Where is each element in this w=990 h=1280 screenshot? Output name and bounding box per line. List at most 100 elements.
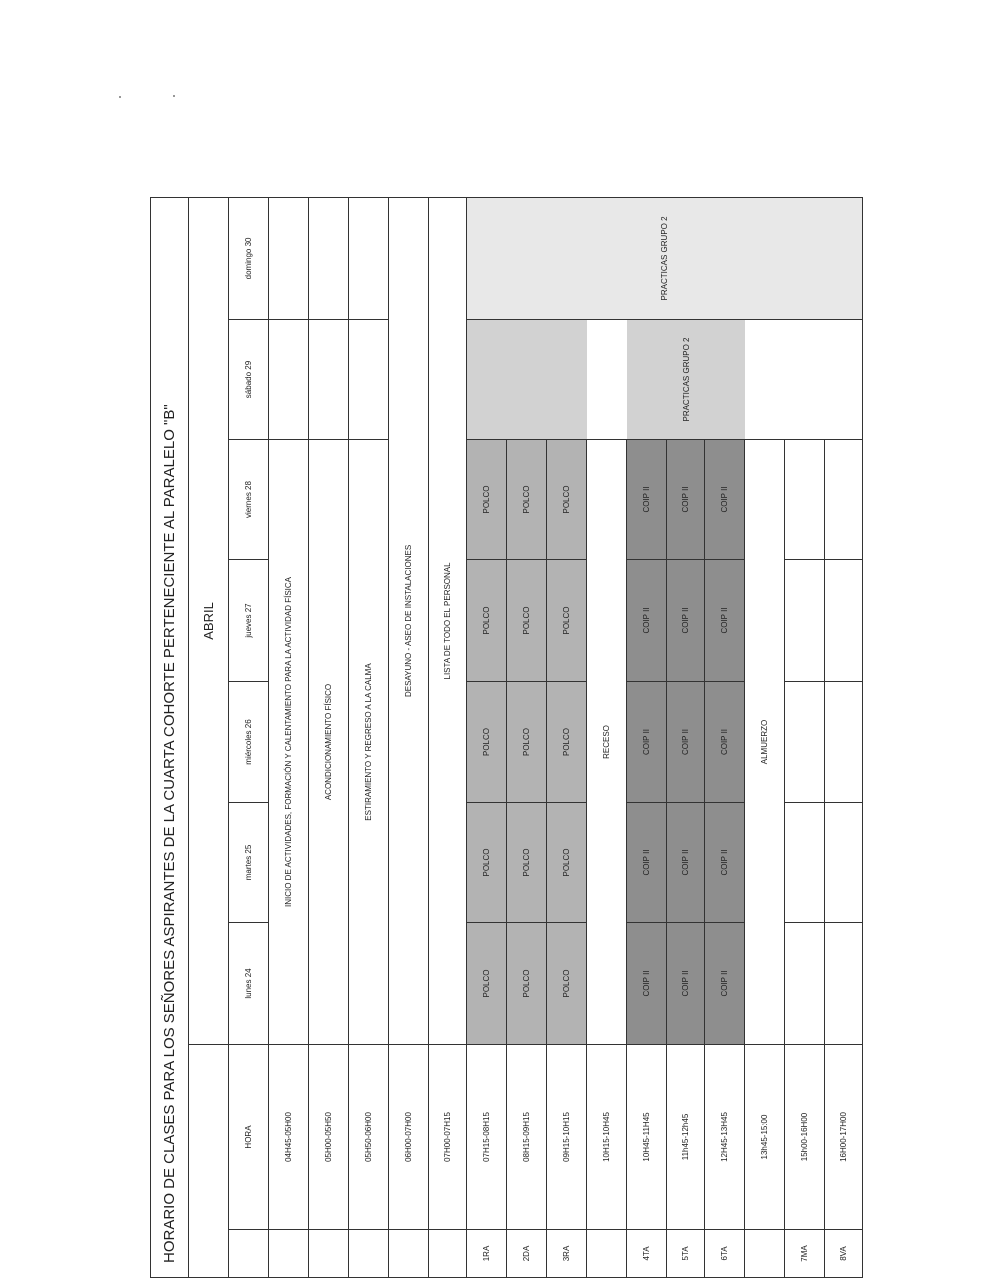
subject-cell: COIP II xyxy=(626,922,667,1045)
month-header: ABRIL xyxy=(188,197,229,1045)
subject-cell: COIP II xyxy=(666,922,705,1045)
blank-cell xyxy=(348,319,389,440)
subject-cell: POLCO xyxy=(466,559,507,682)
period-cell: 7MA xyxy=(784,1229,825,1278)
time-cell: 10H45-11H45 xyxy=(626,1044,667,1230)
period-cell: 2DA xyxy=(506,1229,547,1278)
period-cell: 5TA xyxy=(666,1229,705,1278)
period-cell: 1RA xyxy=(466,1229,507,1278)
time-cell: 05H00-05H50 xyxy=(308,1044,349,1230)
activity-cell: RECESO xyxy=(586,439,627,1045)
blank-cell xyxy=(308,197,349,320)
subject-cell: COIP II xyxy=(704,559,745,682)
time-cell: 07H00-07H15 xyxy=(428,1044,467,1230)
period-cell: 6TA xyxy=(704,1229,745,1278)
time-cell: 10H15-10H45 xyxy=(586,1044,627,1230)
subject-cell: COIP II xyxy=(626,802,667,923)
day-header: lunes 24 xyxy=(228,922,269,1045)
activity-cell: ESTIRAMIENTO Y REGRESO A LA CALMA xyxy=(348,439,389,1045)
subject-cell: COIP II xyxy=(666,559,705,682)
day-header: jueves 27 xyxy=(228,559,269,682)
subject-cell: POLCO xyxy=(546,802,587,923)
time-cell: 16H00-17H00 xyxy=(824,1044,863,1230)
document-title: HORARIO DE CLASES PARA LOS SEÑORES ASPIR… xyxy=(150,197,189,1278)
subject-cell: POLCO xyxy=(466,681,507,803)
blank-cell xyxy=(784,439,825,560)
time-cell: 15h00-16H00 xyxy=(784,1044,825,1230)
table-row: 1RA 07H15-08H15 POLCO POLCO POLCO POLCO POLCO P… xyxy=(466,197,863,1278)
time-cell: 07H15-08H15 xyxy=(466,1044,507,1230)
subject-cell: POLCO xyxy=(546,559,587,682)
blank-cell xyxy=(824,681,863,803)
subject-cell: POLCO xyxy=(546,439,587,560)
subject-cell: COIP II xyxy=(626,439,667,560)
shade-band: PRACTICAS GRUPO 2 xyxy=(627,320,745,439)
period-cell xyxy=(348,1229,389,1278)
blank-cell xyxy=(784,681,825,803)
subject-cell: COIP II xyxy=(704,681,745,803)
day-header: miércoles 26 xyxy=(228,681,269,803)
shade-band xyxy=(467,320,587,439)
blank-cell xyxy=(268,319,309,440)
subject-cell: COIP II xyxy=(704,922,745,1045)
time-cell: 09H15-10H15 xyxy=(546,1044,587,1230)
blank-cell xyxy=(308,319,349,440)
subject-cell: POLCO xyxy=(546,681,587,803)
table-row: 05H00-05H50 ACONDICIONAMIENTO FÍSICO xyxy=(308,197,349,1278)
day-header: viernes 28 xyxy=(228,439,269,560)
subject-cell: COIP II xyxy=(704,439,745,560)
period-cell xyxy=(308,1229,349,1278)
blank-cell xyxy=(268,197,309,320)
activity-cell: LISTA DE TODO EL PERSONAL xyxy=(428,197,467,1045)
period-cell: 4TA xyxy=(626,1229,667,1278)
blank-cell xyxy=(824,802,863,923)
blank-cell xyxy=(188,1044,229,1278)
practice-label: PRACTICAS GRUPO 2 xyxy=(681,337,691,422)
subject-cell: POLCO xyxy=(506,559,547,682)
subject-cell: POLCO xyxy=(506,681,547,803)
sunday-block: PRACTICAS GRUPO 2 xyxy=(466,197,863,320)
table-row: 06H00-07H00 DESAYUNO - ASEO DE INSTALACIO… xyxy=(388,197,429,1278)
time-cell: 05H50-06H00 xyxy=(348,1044,389,1230)
period-cell xyxy=(388,1229,429,1278)
activity-cell: INICIO DE ACTIVIDADES, FORMACIÓN Y CALEN… xyxy=(268,439,309,1045)
period-cell xyxy=(428,1229,467,1278)
period-cell xyxy=(268,1229,309,1278)
subject-cell: COIP II xyxy=(626,559,667,682)
day-header: domingo 30 xyxy=(228,197,269,320)
table-row: 04H45-05H00 INICIO DE ACTIVIDADES, FORMAC… xyxy=(268,197,309,1278)
blank-cell xyxy=(228,1229,269,1278)
schedule-table: HORARIO DE CLASES PARA LOS SEÑORES ASPIR… xyxy=(150,197,863,1278)
table-row: 07H00-07H15 LISTA DE TODO EL PERSONAL xyxy=(428,197,467,1278)
schedule-sheet: HORARIO DE CLASES PARA LOS SEÑORES ASPIR… xyxy=(150,197,863,1278)
scan-speck xyxy=(119,96,121,98)
subject-cell: POLCO xyxy=(506,922,547,1045)
time-cell: 11h45-12h45 xyxy=(666,1044,705,1230)
subject-cell: COIP II xyxy=(666,681,705,803)
blank-cell xyxy=(824,559,863,682)
period-cell: 3RA xyxy=(546,1229,587,1278)
subject-cell: POLCO xyxy=(466,802,507,923)
subject-cell: COIP II xyxy=(666,439,705,560)
subject-cell: POLCO xyxy=(466,922,507,1045)
saturday-block: PRACTICAS GRUPO 2 xyxy=(466,319,863,440)
time-cell: 13h45-15:00 xyxy=(744,1044,785,1230)
activity-cell: ALMUERZO xyxy=(744,439,785,1045)
subject-cell: POLCO xyxy=(546,922,587,1045)
subject-cell: POLCO xyxy=(506,802,547,923)
period-cell xyxy=(586,1229,627,1278)
subject-cell: COIP II xyxy=(626,681,667,803)
activity-cell: DESAYUNO - ASEO DE INSTALACIONES xyxy=(388,197,429,1045)
blank-cell xyxy=(784,802,825,923)
subject-cell: COIP II xyxy=(704,802,745,923)
day-header: martes 25 xyxy=(228,802,269,923)
time-cell: 04H45-05H00 xyxy=(268,1044,309,1230)
scan-speck xyxy=(173,95,175,97)
blank-cell xyxy=(348,197,389,320)
subject-cell: COIP II xyxy=(666,802,705,923)
time-cell: 06H00-07H00 xyxy=(388,1044,429,1230)
subject-cell: POLCO xyxy=(506,439,547,560)
day-header: sábado 29 xyxy=(228,319,269,440)
hora-header: HORA xyxy=(228,1044,269,1230)
blank-cell xyxy=(784,559,825,682)
